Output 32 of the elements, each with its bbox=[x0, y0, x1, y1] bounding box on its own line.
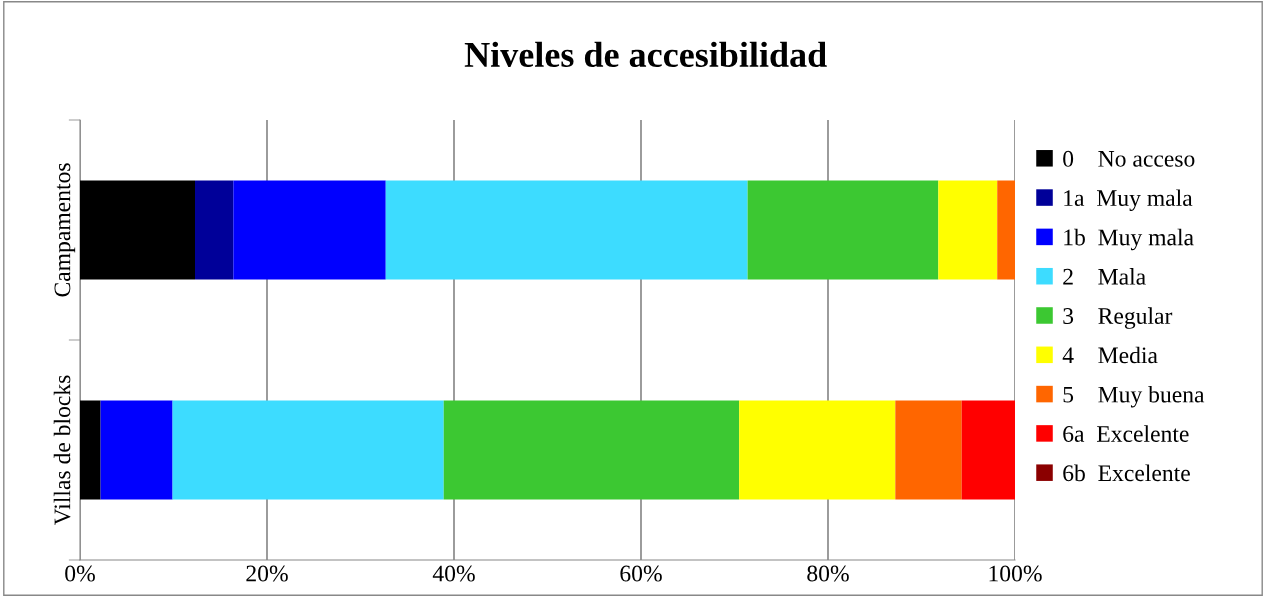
x-tick-label: 60% bbox=[620, 565, 662, 582]
legend-label: 4 Media bbox=[1062, 346, 1158, 364]
bar bbox=[747, 180, 939, 280]
legend-label: 2 Mala bbox=[1063, 268, 1146, 285]
bar bbox=[961, 400, 1015, 500]
legend-label: 1b Muy mala bbox=[1064, 228, 1194, 251]
legend-label: 5 Muy buena bbox=[1063, 385, 1205, 408]
legend-label: 3 Regular bbox=[1063, 307, 1173, 329]
legend-label: 0 No acceso bbox=[1063, 150, 1195, 167]
x-tick-label: 20% bbox=[246, 565, 288, 582]
bar bbox=[80, 180, 195, 280]
y-tick-label: Villas de blocks bbox=[53, 375, 71, 526]
x-tick-label: 100% bbox=[989, 565, 1042, 582]
bar bbox=[80, 400, 101, 500]
bar bbox=[100, 400, 173, 500]
legend-label: 6b Excelente bbox=[1063, 464, 1190, 482]
chart-title: Niveles de accesibilidad bbox=[464, 41, 827, 68]
legend-label: 6a Excelente bbox=[1063, 425, 1189, 442]
bar bbox=[172, 400, 444, 500]
bar bbox=[385, 180, 748, 280]
y-tick-label: Campamentos bbox=[54, 163, 76, 297]
bar bbox=[938, 180, 998, 280]
bar bbox=[233, 180, 386, 280]
bar bbox=[195, 180, 234, 280]
x-tick-label: 40% bbox=[432, 565, 475, 582]
x-tick-label: 0% bbox=[65, 565, 95, 582]
x-tick-label: 80% bbox=[807, 565, 849, 582]
bar bbox=[997, 180, 1015, 280]
bar bbox=[739, 400, 896, 500]
bar bbox=[895, 400, 962, 500]
legend-label: 1a Muy mala bbox=[1064, 189, 1193, 211]
bar bbox=[443, 400, 740, 500]
